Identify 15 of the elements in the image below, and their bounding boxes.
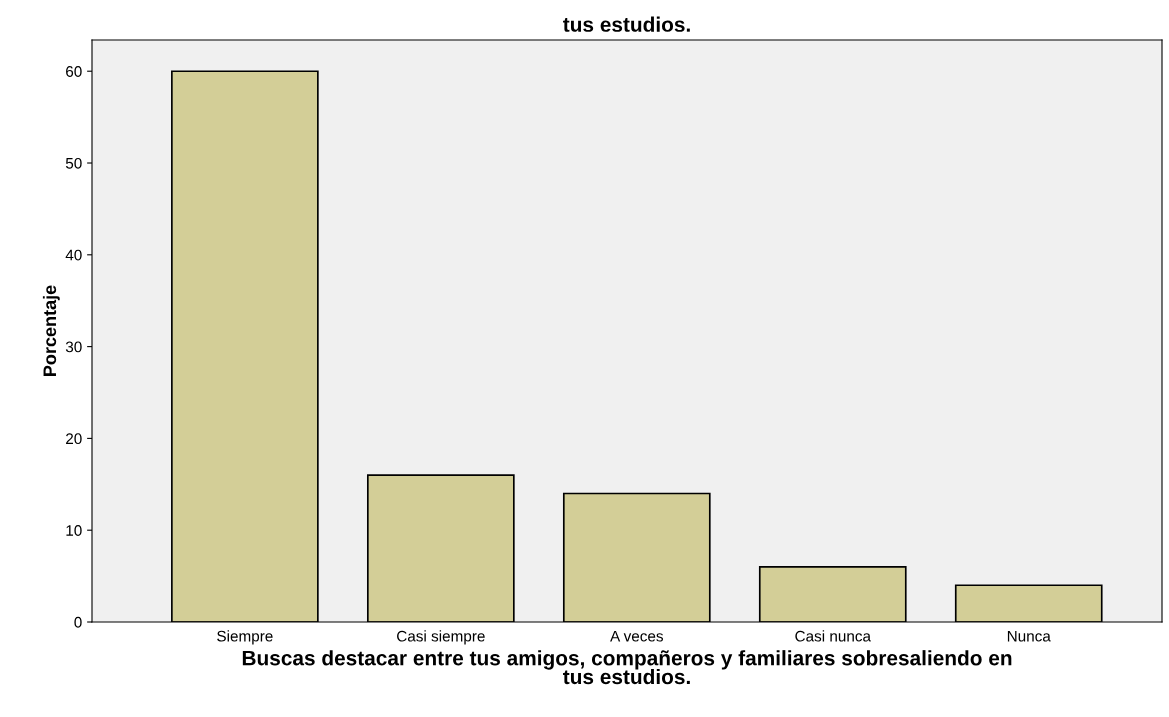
x-tick-label: Casi siempre	[397, 630, 485, 645]
y-tick-label: 20	[66, 433, 82, 445]
y-tick-label: 50	[65, 157, 82, 169]
y-tick-label: 30	[65, 341, 82, 353]
x-tick-label: Siempre	[217, 630, 273, 645]
y-tick-label: 0	[74, 616, 82, 628]
y-axis-title: Porcentaje	[42, 285, 60, 376]
x-tick-label: A veces	[610, 630, 663, 642]
chart-title: tus estudios.	[563, 16, 690, 32]
x-axis-title: Buscas destacar entre tus amigos, compañeros y familiares sobresaliendo en tus estudios.	[242, 650, 1012, 685]
y-tick-label: 60	[66, 66, 82, 77]
y-tick-label: 40	[65, 249, 82, 261]
x-tick-label: Casi nunca	[795, 630, 871, 642]
y-tick-label: 10	[66, 525, 82, 536]
x-tick-label: Nunca	[1007, 630, 1051, 642]
